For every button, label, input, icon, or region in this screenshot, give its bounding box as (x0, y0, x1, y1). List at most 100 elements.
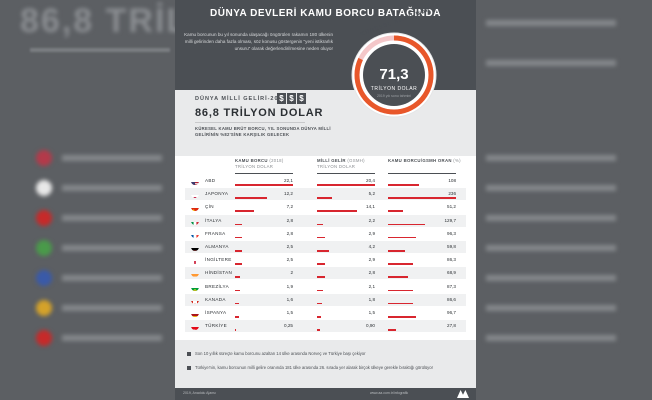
ratio-bar (388, 197, 456, 199)
debt-value: 0,25 (284, 323, 293, 329)
background-row (486, 275, 616, 281)
gdp-bar (317, 223, 324, 226)
table-row: ALMANYA 2,5 4,2 59,8 (185, 241, 466, 253)
note-2: Türkiye'nin, kamu borcunun milli gelire … (195, 365, 433, 370)
table-row: TÜRKİYE 0,25 0,90 27,8 (185, 320, 466, 333)
gdp-value: 2,2 (368, 217, 375, 223)
debt-value: 2,8 (286, 230, 293, 236)
gdp-bar (317, 302, 323, 305)
gdp-bar (317, 263, 326, 265)
divider (195, 122, 305, 123)
japan-flag-icon (191, 190, 199, 199)
ratio-value: 68,9 (447, 270, 456, 276)
note-1: Son 10 yıllık süreçte kamu borcunu azalt… (195, 351, 366, 356)
debt-value: 12,2 (284, 191, 293, 197)
brazil-flag-icon (191, 283, 199, 291)
ratio-bar (388, 184, 420, 186)
infographic-card: DÜNYA DEVLERİ KAMU BORCU BATAĞINDA Kamu … (175, 0, 476, 400)
ratio-bar (388, 250, 406, 252)
country-name: ÇİN (205, 204, 214, 210)
background-row (62, 275, 162, 281)
ratio-value: 86,6 (447, 296, 456, 302)
debt-value: 22,1 (284, 178, 293, 183)
background-row (62, 185, 162, 191)
gdp-value: 14,1 (366, 204, 375, 210)
background-flag (36, 330, 52, 346)
gdp-value: 2,1 (368, 283, 375, 289)
debt-value: 7,2 (286, 204, 293, 210)
background-row (62, 305, 162, 311)
debt-bar (235, 210, 254, 212)
donut-progress-arc (354, 35, 434, 115)
ratio-value: 108 (448, 178, 456, 183)
debt-bar (235, 236, 243, 239)
background-row (486, 60, 616, 66)
header-rule (235, 173, 293, 174)
debt-share-note: KÜRESEL KAMU BRÜT BORCU, YIL SONUNDA DÜN… (195, 126, 331, 137)
debt-bar (235, 289, 240, 292)
ratio-value: 59,8 (447, 244, 456, 249)
debt-value: 2,8 (286, 217, 293, 223)
background-row (486, 335, 616, 341)
spain-flag-icon (191, 309, 199, 317)
germany-flag-icon (191, 243, 199, 251)
gdp-bar (317, 289, 323, 292)
debt-value: 1,5 (286, 310, 293, 315)
background-left: 86,8 TRİLYON (0, 0, 175, 400)
table-row: FRANSA 2,8 2,9 96,3 (185, 228, 466, 240)
india-flag-icon (191, 269, 199, 278)
uk-flag-icon (191, 256, 199, 265)
gdp-bar (317, 236, 326, 239)
gdp-value: 20,4 (366, 178, 375, 183)
gdp-value: 2,9 (368, 257, 375, 263)
ratio-value: 86,3 (447, 257, 456, 263)
gdp-bar (317, 250, 329, 252)
gdp-value: 2,9 (368, 230, 375, 236)
background-flag (36, 210, 52, 226)
gdp-column-header: MİLLİ GELİR (GSMH) TRİLYON DOLAR (317, 158, 365, 169)
background-row (486, 245, 616, 251)
debt-value: 2,5 (286, 244, 293, 249)
debt-bar (235, 250, 242, 252)
debt-donut (351, 32, 437, 118)
table-row: KANADA 1,6 1,8 86,6 (185, 293, 466, 306)
country-name: HİNDİSTAN (205, 270, 233, 276)
ratio-bar (388, 236, 416, 239)
background-flag (36, 300, 52, 316)
background-title: 86,8 TRİLYON (20, 2, 175, 40)
debt-bar (235, 184, 293, 186)
gdp-bar (317, 329, 320, 331)
gdp-value: 86,8 TRİLYON DOLAR (195, 107, 324, 119)
bullet-icon (187, 352, 191, 356)
background-row (486, 215, 616, 221)
ratio-value: 87,3 (447, 283, 456, 289)
ratio-bar (388, 302, 413, 305)
debt-bar (235, 302, 240, 305)
footer (175, 388, 476, 400)
ratio-bar (388, 276, 408, 278)
gdp-value: 0,90 (366, 323, 375, 329)
donut-value: 71,3 (379, 66, 409, 83)
debt-bar (235, 316, 239, 318)
background-row (62, 245, 162, 251)
debt-value: 2 (290, 270, 293, 276)
country-name: FRANSA (205, 230, 226, 236)
debt-bar (235, 276, 241, 278)
table-row: İNGİLTERE 2,5 2,9 86,3 (185, 254, 466, 266)
gdp-bar (317, 197, 332, 199)
donut-unit: TRİLYON DOLAR (370, 86, 418, 92)
gdp-value: 1,5 (368, 310, 375, 315)
country-name: BREZİLYA (205, 283, 229, 289)
ratio-value: 96,3 (447, 230, 456, 236)
canada-flag-icon (191, 296, 199, 304)
debt-bar (235, 263, 242, 265)
background-flag (36, 240, 52, 256)
gdp-bar (317, 316, 322, 318)
copyright-text: 2019, Anadolu Ajansı (183, 391, 216, 395)
china-flag-icon (191, 203, 199, 212)
intro-text: Kamu borcunun bu yıl sonunda ulaşacağı ö… (184, 32, 333, 51)
background-flag (36, 180, 52, 196)
debt-value: 1,6 (286, 296, 293, 302)
ratio-bar (388, 289, 414, 292)
gdp-bar (317, 210, 358, 212)
